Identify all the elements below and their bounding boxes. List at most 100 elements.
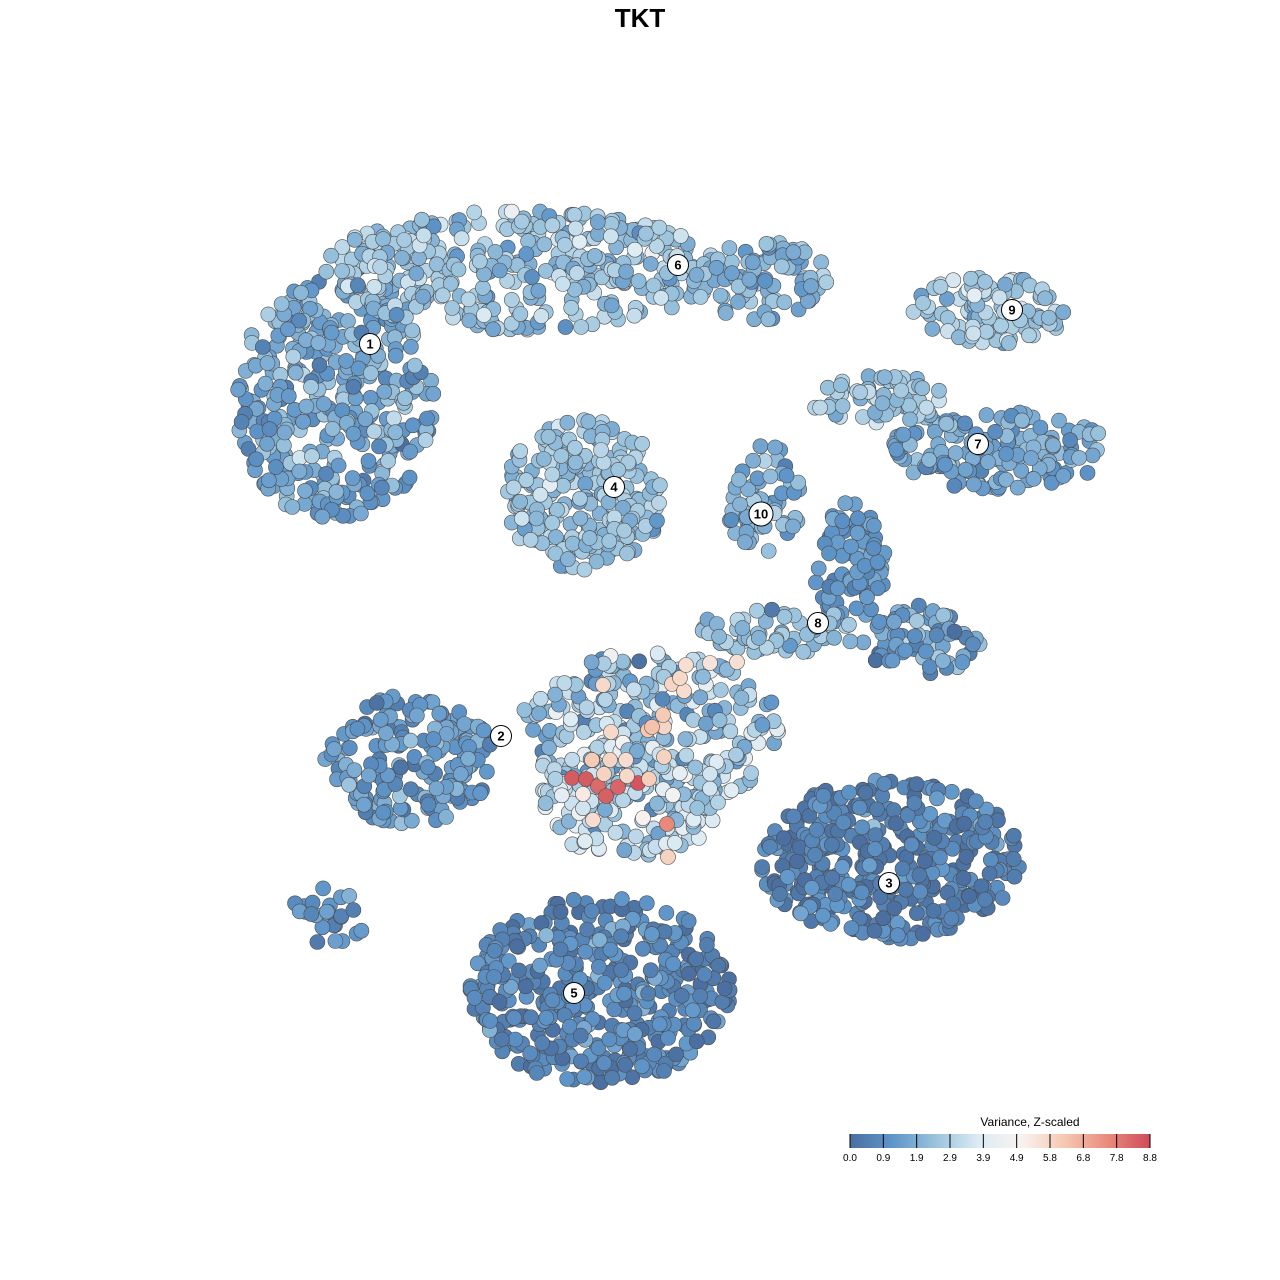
data-point xyxy=(1025,471,1042,487)
data-point xyxy=(420,796,437,813)
legend-tick-label: 0.0 xyxy=(843,1153,857,1164)
data-point xyxy=(968,793,984,810)
data-point xyxy=(425,385,442,402)
data-point xyxy=(404,322,421,339)
legend-tick-label: 3.9 xyxy=(976,1153,990,1164)
cluster-number: 9 xyxy=(1008,303,1015,318)
data-point xyxy=(813,254,829,271)
data-point-high xyxy=(635,810,651,826)
chart-title: TKT xyxy=(615,3,666,33)
data-point xyxy=(586,248,603,264)
data-point xyxy=(660,1030,676,1046)
data-point xyxy=(388,306,405,323)
data-point xyxy=(580,413,597,430)
cluster-badge xyxy=(359,333,381,355)
legend-tick-label: 1.9 xyxy=(910,1153,924,1164)
data-point xyxy=(1051,412,1067,429)
data-point xyxy=(396,232,413,248)
data-point-high xyxy=(641,771,657,787)
data-point xyxy=(387,347,404,364)
data-point xyxy=(531,705,547,722)
cluster-number: 5 xyxy=(570,986,577,1001)
data-point xyxy=(1084,447,1101,464)
data-point xyxy=(935,607,952,624)
cluster-badge xyxy=(967,433,989,455)
data-point xyxy=(573,1053,589,1070)
data-point xyxy=(785,518,801,535)
data-point xyxy=(688,1033,705,1050)
cluster-number: 7 xyxy=(974,437,981,452)
data-point xyxy=(500,953,517,969)
data-point xyxy=(541,739,557,756)
data-point xyxy=(692,988,709,1004)
data-point xyxy=(233,414,250,430)
data-point xyxy=(556,237,573,253)
data-point xyxy=(646,1046,663,1063)
data-point xyxy=(548,529,564,545)
data-point xyxy=(349,720,366,737)
data-point xyxy=(1023,450,1039,466)
data-point xyxy=(645,277,662,294)
data-point xyxy=(404,417,421,434)
data-point xyxy=(785,808,802,825)
data-point xyxy=(596,975,613,991)
cluster-badge xyxy=(748,501,774,527)
data-point xyxy=(792,905,809,922)
data-point xyxy=(555,477,571,494)
data-point xyxy=(248,451,265,468)
data-point xyxy=(466,204,483,221)
data-point xyxy=(865,540,882,557)
data-point xyxy=(257,375,274,392)
data-point xyxy=(613,962,630,978)
data-point xyxy=(563,299,580,316)
data-point xyxy=(511,962,527,979)
data-point xyxy=(932,278,949,295)
data-point xyxy=(944,840,961,857)
data-point xyxy=(871,614,888,630)
data-point-high xyxy=(610,779,626,795)
data-point xyxy=(866,923,883,939)
data-point xyxy=(324,421,341,437)
data-point xyxy=(651,219,668,236)
data-point xyxy=(537,795,554,812)
data-point xyxy=(733,690,750,706)
data-point xyxy=(763,694,780,711)
data-point xyxy=(368,695,385,711)
data-point xyxy=(507,1031,524,1048)
data-point xyxy=(590,1040,607,1056)
data-point xyxy=(402,443,419,460)
data-point xyxy=(318,263,335,280)
points-layer xyxy=(230,203,1106,1090)
data-point xyxy=(1041,309,1057,326)
data-point xyxy=(575,800,591,817)
data-point xyxy=(929,790,945,807)
data-point xyxy=(762,468,779,485)
data-point xyxy=(678,747,695,764)
data-point xyxy=(387,424,404,441)
data-point xyxy=(310,335,327,351)
data-point xyxy=(579,921,595,938)
data-point xyxy=(512,493,528,510)
data-point xyxy=(537,263,554,279)
data-point xyxy=(503,315,520,332)
data-point xyxy=(512,306,529,322)
data-point xyxy=(444,300,461,316)
data-point xyxy=(254,339,271,355)
data-point xyxy=(789,853,806,870)
data-point xyxy=(666,835,683,851)
cluster-label-2: 2 xyxy=(490,725,512,747)
data-point xyxy=(750,630,767,646)
cluster-label-10: 10 xyxy=(748,501,774,527)
data-point xyxy=(677,731,694,747)
data-point xyxy=(538,1009,555,1026)
data-point xyxy=(977,891,993,908)
data-point xyxy=(908,905,925,922)
data-point xyxy=(525,722,541,738)
data-point xyxy=(1045,437,1061,454)
data-point xyxy=(578,699,595,716)
data-point xyxy=(597,801,613,818)
data-point xyxy=(823,836,840,853)
data-point xyxy=(522,531,539,548)
data-point xyxy=(554,276,571,292)
